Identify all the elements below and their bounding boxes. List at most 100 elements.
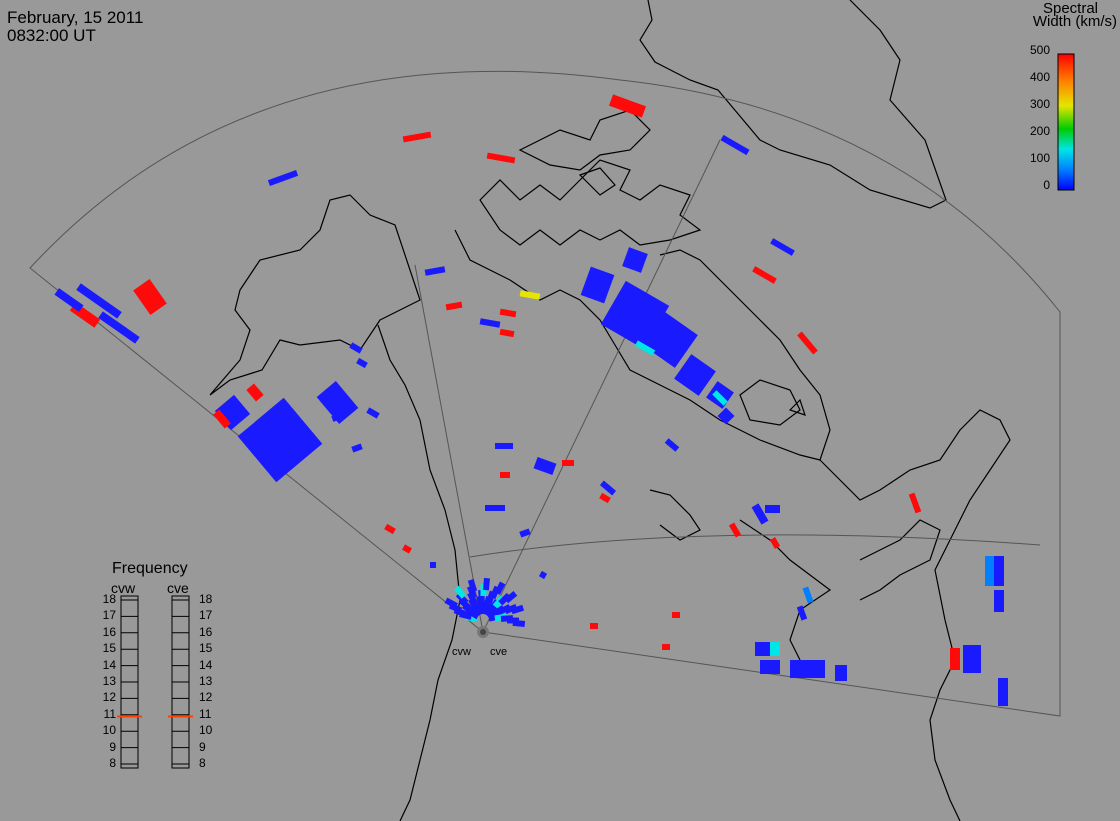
backscatter-cell — [769, 537, 781, 549]
frequency-tick-label: 8 — [109, 756, 116, 770]
colorbar-tick-label: 300 — [1029, 97, 1050, 111]
backscatter-cell — [424, 266, 446, 276]
frequency-tick-label: 11 — [103, 706, 116, 721]
frequency-tick-label: 15 — [199, 641, 213, 656]
frequency-tick-label: 13 — [102, 674, 116, 688]
backscatter-cell — [642, 312, 698, 368]
backscatter-cell — [430, 562, 436, 568]
frequency-tick-label: 12 — [102, 690, 116, 705]
frequency-tick-label: 9 — [109, 739, 116, 754]
backscatter-cell — [356, 357, 368, 369]
backscatter-cell — [519, 528, 531, 538]
backscatter-cell — [504, 604, 518, 614]
backscatter-cell — [963, 645, 981, 673]
backscatter-cell — [599, 492, 611, 504]
time-label: 0832:00 UT — [7, 26, 96, 45]
backscatter-cell — [267, 170, 299, 186]
backscatter-cell — [720, 134, 750, 156]
frequency-tick-label: 15 — [102, 641, 116, 656]
radar-label-cve: cve — [490, 646, 508, 658]
backscatter-cell — [797, 331, 818, 355]
backscatter-cell — [755, 642, 773, 656]
backscatter-cell — [494, 581, 506, 595]
frequency-tick-label: 11 — [199, 706, 212, 721]
field-of-view-outline — [29, 70, 1061, 717]
frequency-radar-cve: cve — [167, 580, 189, 596]
frequency-tick-label: 18 — [102, 592, 116, 606]
backscatter-cell — [998, 678, 1008, 706]
backscatter-cell — [510, 604, 525, 615]
backscatter-cell — [752, 266, 777, 284]
frequency-gauges — [117, 595, 193, 769]
backscatter-cell — [486, 152, 516, 164]
backscatter-cell — [402, 131, 432, 143]
backscatter-cell — [751, 503, 769, 525]
backscatter-cell — [497, 604, 512, 615]
backscatter-cell — [504, 590, 518, 604]
spectral-width-colorbar — [1057, 53, 1075, 191]
backscatter-cell — [349, 342, 363, 354]
backscatter-cell — [950, 648, 960, 670]
backscatter-cell — [790, 660, 825, 678]
backscatter-cell — [533, 456, 557, 476]
backscatter-cell — [770, 238, 795, 256]
backscatter-cell — [728, 522, 742, 538]
frequency-tick-label: 14 — [102, 657, 116, 672]
backscatter-cell — [599, 480, 617, 496]
backscatter-cell — [351, 443, 363, 453]
backscatter-cell — [366, 407, 380, 419]
frequency-tick-label: 10 — [199, 723, 213, 738]
colorbar-title-line2: Width (km/s) — [1032, 13, 1117, 30]
backscatter-cell — [580, 266, 615, 304]
backscatter-cell — [634, 340, 656, 356]
backscatter-cell — [237, 397, 323, 483]
backscatter-cell — [765, 505, 780, 513]
backscatter-cell — [802, 586, 814, 604]
frequency-tick-label: 16 — [199, 624, 213, 639]
frequency-radar-cvw: cvw — [111, 580, 136, 596]
backscatter-cell — [674, 354, 716, 396]
colorbar-tick-label: 500 — [1029, 43, 1050, 57]
backscatter-cell — [98, 311, 140, 344]
frequency-title: Frequency — [112, 560, 188, 577]
colorbar-tick-label: 100 — [1029, 151, 1050, 165]
backscatter-cell — [331, 412, 345, 422]
radar-backscatter-layer — [54, 94, 1008, 706]
backscatter-cell — [246, 383, 264, 402]
frequency-tick-label: 12 — [199, 690, 213, 705]
radar-site-marker — [477, 626, 489, 638]
colorbar-tick-label: 400 — [1029, 70, 1050, 84]
frequency-tick-label: 14 — [199, 657, 213, 672]
colorbar-title-line1: Spectral — [1042, 0, 1098, 17]
backscatter-cell — [994, 590, 1004, 612]
backscatter-cell — [133, 278, 167, 316]
backscatter-cell — [622, 247, 648, 273]
frequency-tick-label: 10 — [102, 723, 116, 738]
frequency-tick-label: 8 — [199, 756, 206, 770]
backscatter-cell — [444, 597, 458, 609]
frequency-tick-label: 13 — [199, 674, 213, 688]
backscatter-cell — [384, 523, 396, 535]
colorbar-tick-label: 0 — [1043, 178, 1050, 192]
backscatter-cell — [512, 619, 526, 628]
backscatter-cell — [796, 605, 808, 621]
backscatter-cell — [835, 665, 847, 681]
backscatter-cell — [453, 585, 467, 599]
backscatter-cell — [760, 660, 780, 674]
colorbar-tick-label: 200 — [1029, 124, 1050, 138]
backscatter-cell — [908, 492, 922, 514]
coastline-outline — [209, 0, 1011, 821]
backscatter-cell — [712, 390, 728, 406]
backscatter-cell — [482, 577, 491, 591]
frequency-tick-label: 18 — [199, 592, 213, 606]
radar-label-cvw: cvw — [452, 646, 471, 658]
backscatter-cell — [213, 409, 231, 429]
backscatter-cell — [499, 308, 517, 318]
frequency-tick-label: 16 — [102, 624, 116, 639]
backscatter-cell — [495, 443, 513, 449]
backscatter-cell — [467, 578, 478, 593]
backscatter-cell — [445, 301, 463, 311]
backscatter-cell — [672, 612, 680, 618]
backscatter-cell — [467, 591, 478, 606]
